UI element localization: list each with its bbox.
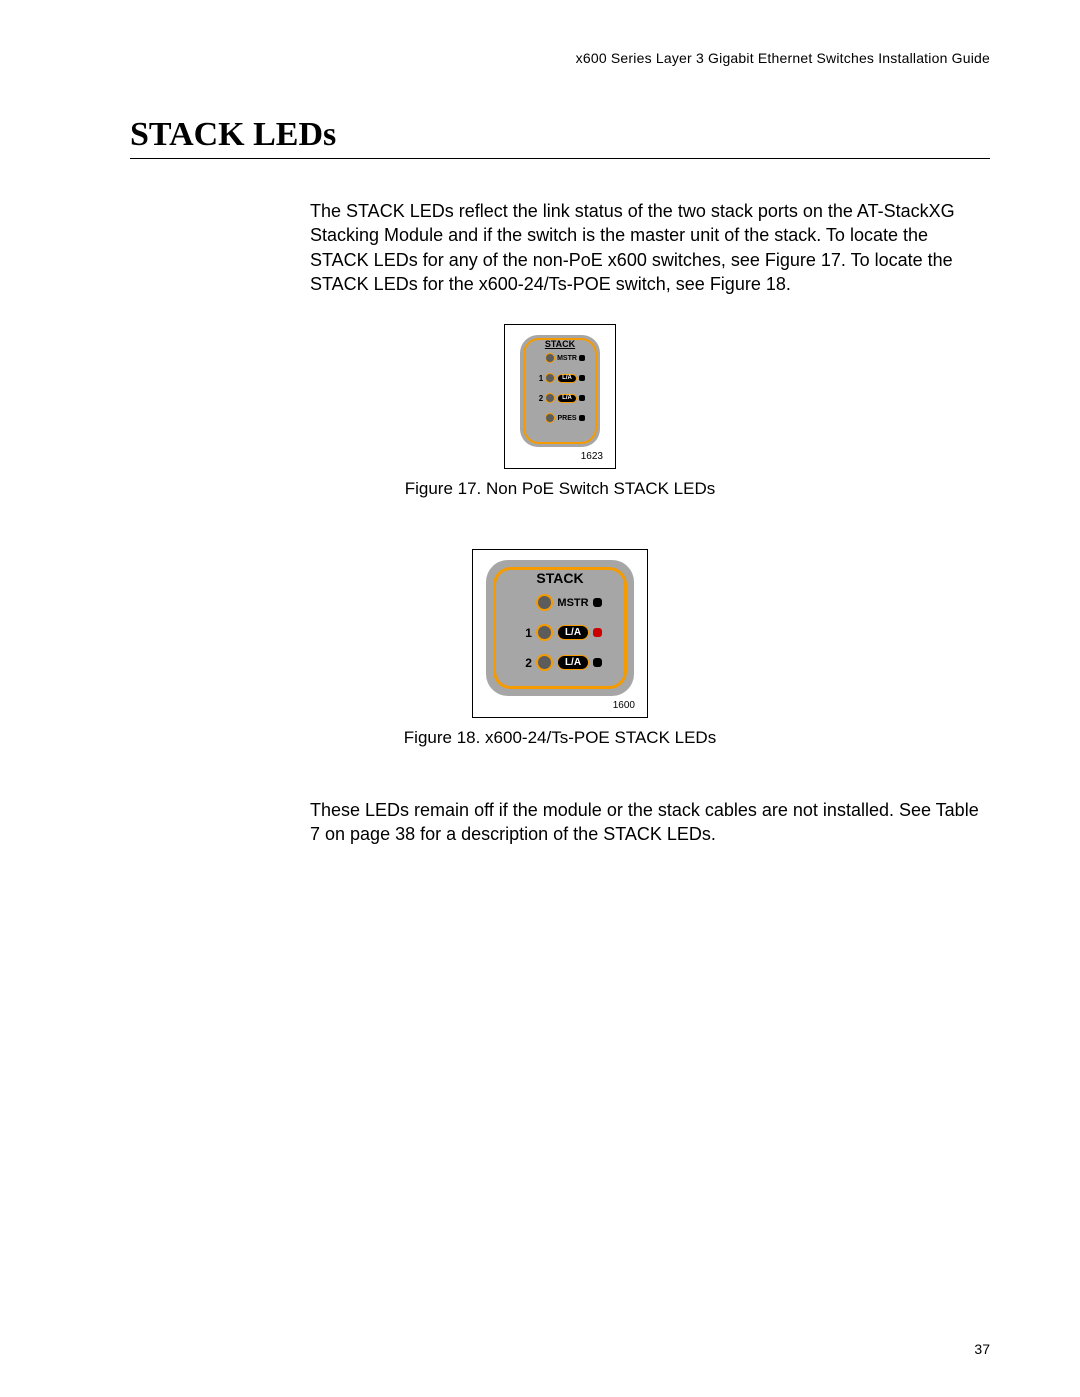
figure-17-box: STACK MSTR 1 L/A 2 L/A xyxy=(504,324,616,469)
page-number: 37 xyxy=(974,1341,990,1357)
row-label-right: PRES xyxy=(557,415,576,422)
indicator-dot-icon xyxy=(579,415,585,421)
figure-18-box: STACK MSTR 1 L/A 2 L/A xyxy=(472,549,648,718)
row-label-right: MSTR xyxy=(557,597,588,609)
row-label-right: MSTR xyxy=(557,355,577,362)
panel-title: STACK xyxy=(520,339,600,349)
la-pill: L/A xyxy=(557,655,589,670)
led-row-mstr: MSTR xyxy=(486,594,634,611)
indicator-dot-icon xyxy=(579,375,585,381)
la-pill: L/A xyxy=(557,394,577,403)
intro-paragraph: The STACK LEDs reflect the link status o… xyxy=(310,199,990,296)
led-icon xyxy=(545,373,555,383)
row-label-left: 2 xyxy=(535,394,543,403)
row-label-left: 2 xyxy=(518,656,532,670)
page-container: x600 Series Layer 3 Gigabit Ethernet Swi… xyxy=(0,0,1080,925)
indicator-dot-icon xyxy=(593,658,602,667)
closing-paragraph: These LEDs remain off if the module or t… xyxy=(310,798,990,847)
figure-17-caption: Figure 17. Non PoE Switch STACK LEDs xyxy=(405,479,716,499)
figure-18: STACK MSTR 1 L/A 2 L/A xyxy=(130,549,990,774)
la-pill: L/A xyxy=(557,374,577,383)
led-icon xyxy=(536,624,553,641)
led-row-1: 1 L/A xyxy=(486,624,634,641)
la-pill: L/A xyxy=(557,625,589,640)
stack-led-panel-nonpoe: STACK MSTR 1 L/A 2 L/A xyxy=(520,335,600,447)
led-row-1: 1 L/A xyxy=(520,373,600,383)
led-icon xyxy=(545,353,555,363)
led-row-pres: PRES xyxy=(520,413,600,423)
indicator-dot-icon xyxy=(593,598,602,607)
led-icon xyxy=(536,654,553,671)
document-header: x600 Series Layer 3 Gigabit Ethernet Swi… xyxy=(130,50,990,66)
led-row-mstr: MSTR xyxy=(520,353,600,363)
section-title: STACK LEDs xyxy=(130,116,990,159)
row-label-left: 1 xyxy=(518,626,532,640)
panel-title: STACK xyxy=(486,570,634,586)
led-row-2: 2 L/A xyxy=(520,393,600,403)
led-row-2: 2 L/A xyxy=(486,654,634,671)
figure-17: STACK MSTR 1 L/A 2 L/A xyxy=(130,324,990,525)
indicator-dot-icon xyxy=(579,395,585,401)
indicator-dot-icon xyxy=(593,628,602,637)
led-icon xyxy=(536,594,553,611)
led-icon xyxy=(545,413,555,423)
led-icon xyxy=(545,393,555,403)
indicator-dot-icon xyxy=(579,355,585,361)
stack-led-panel-poe: STACK MSTR 1 L/A 2 L/A xyxy=(486,560,634,696)
figure-18-caption: Figure 18. x600-24/Ts-POE STACK LEDs xyxy=(404,728,716,748)
row-label-left: 1 xyxy=(535,374,543,383)
diagram-number: 1623 xyxy=(581,451,603,462)
diagram-number: 1600 xyxy=(613,700,635,711)
